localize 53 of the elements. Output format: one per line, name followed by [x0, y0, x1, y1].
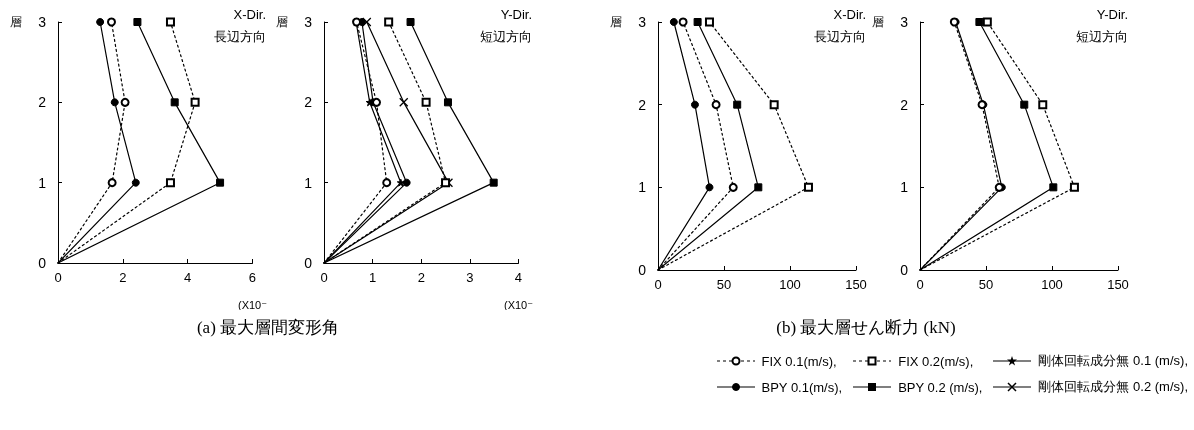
y-tick-label: 1 [38, 174, 47, 191]
annotation: 短辺方向 [480, 29, 532, 44]
x-tick-label: 100 [1041, 277, 1063, 292]
y-tick-label: 1 [900, 179, 909, 196]
y-tick-label: 0 [38, 255, 47, 271]
text: X-Dir. [233, 7, 266, 22]
text: (b) 最大層せん断力 (kN) [775, 317, 957, 339]
x-tick-label: 0 [654, 277, 662, 292]
text: Y-Dir. [1096, 7, 1129, 22]
x-tick-label: 0 [54, 270, 62, 285]
legend-label: BPY 0.2 (m/s), [898, 379, 983, 395]
x-tick-label: 1 [369, 270, 377, 285]
y-tick-label: 3 [38, 14, 47, 30]
y-tick-label: 3 [900, 14, 909, 30]
x-tick-label: 2 [119, 270, 127, 285]
y-tick-label: 0 [304, 255, 313, 271]
y-tick-label: 3 [638, 14, 647, 30]
y-axis-title: 層 [10, 15, 22, 29]
y-tick-label: 1 [304, 174, 313, 191]
x-axis-title: (X10⁻ [237, 298, 268, 311]
y-axis-title: 層 [610, 15, 622, 29]
x-tick-label: 150 [845, 277, 867, 292]
text: (a) 最大層間変形角 [195, 317, 341, 339]
y-tick-label: 2 [638, 96, 647, 113]
y-tick-label: 1 [638, 179, 647, 196]
y-tick-label: 2 [900, 96, 909, 113]
x-tick-label: 50 [716, 277, 732, 292]
annotation: 短辺方向 [1076, 29, 1128, 44]
annotation: 長辺方向 [214, 29, 266, 44]
x-tick-label: 4 [184, 270, 192, 285]
legend-label: FIX 0.2(m/s), [898, 353, 974, 369]
y-axis-title: 層 [872, 15, 884, 29]
x-tick-label: 0 [916, 277, 924, 292]
annotation: 長辺方向 [814, 29, 866, 44]
x-tick-label: 3 [466, 270, 474, 285]
y-tick-label: 2 [38, 94, 47, 111]
x-tick-label: 0 [320, 270, 328, 285]
legend-label: FIX 0.1(m/s), [761, 353, 837, 369]
legend-label: 剛体回転成分無 0.2 (m/s), [1038, 378, 1188, 396]
x-tick-label: 150 [1107, 277, 1129, 292]
y-tick-label: 2 [304, 94, 313, 111]
x-axis-title: (X10⁻ [503, 298, 534, 311]
x-tick-label: 50 [978, 277, 994, 292]
y-axis-title: 層 [276, 15, 288, 29]
legend-label: 剛体回転成分無 0.1 (m/s), [1038, 352, 1188, 370]
x-tick-label: 100 [779, 277, 801, 292]
x-tick-label: 6 [248, 270, 257, 285]
text: X-Dir. [833, 7, 866, 22]
x-tick-label: 4 [514, 270, 523, 285]
y-tick-label: 3 [304, 14, 313, 30]
x-tick-label: 2 [417, 270, 425, 285]
legend-label: BPY 0.1(m/s), [761, 379, 843, 395]
text: Y-Dir. [500, 7, 533, 22]
